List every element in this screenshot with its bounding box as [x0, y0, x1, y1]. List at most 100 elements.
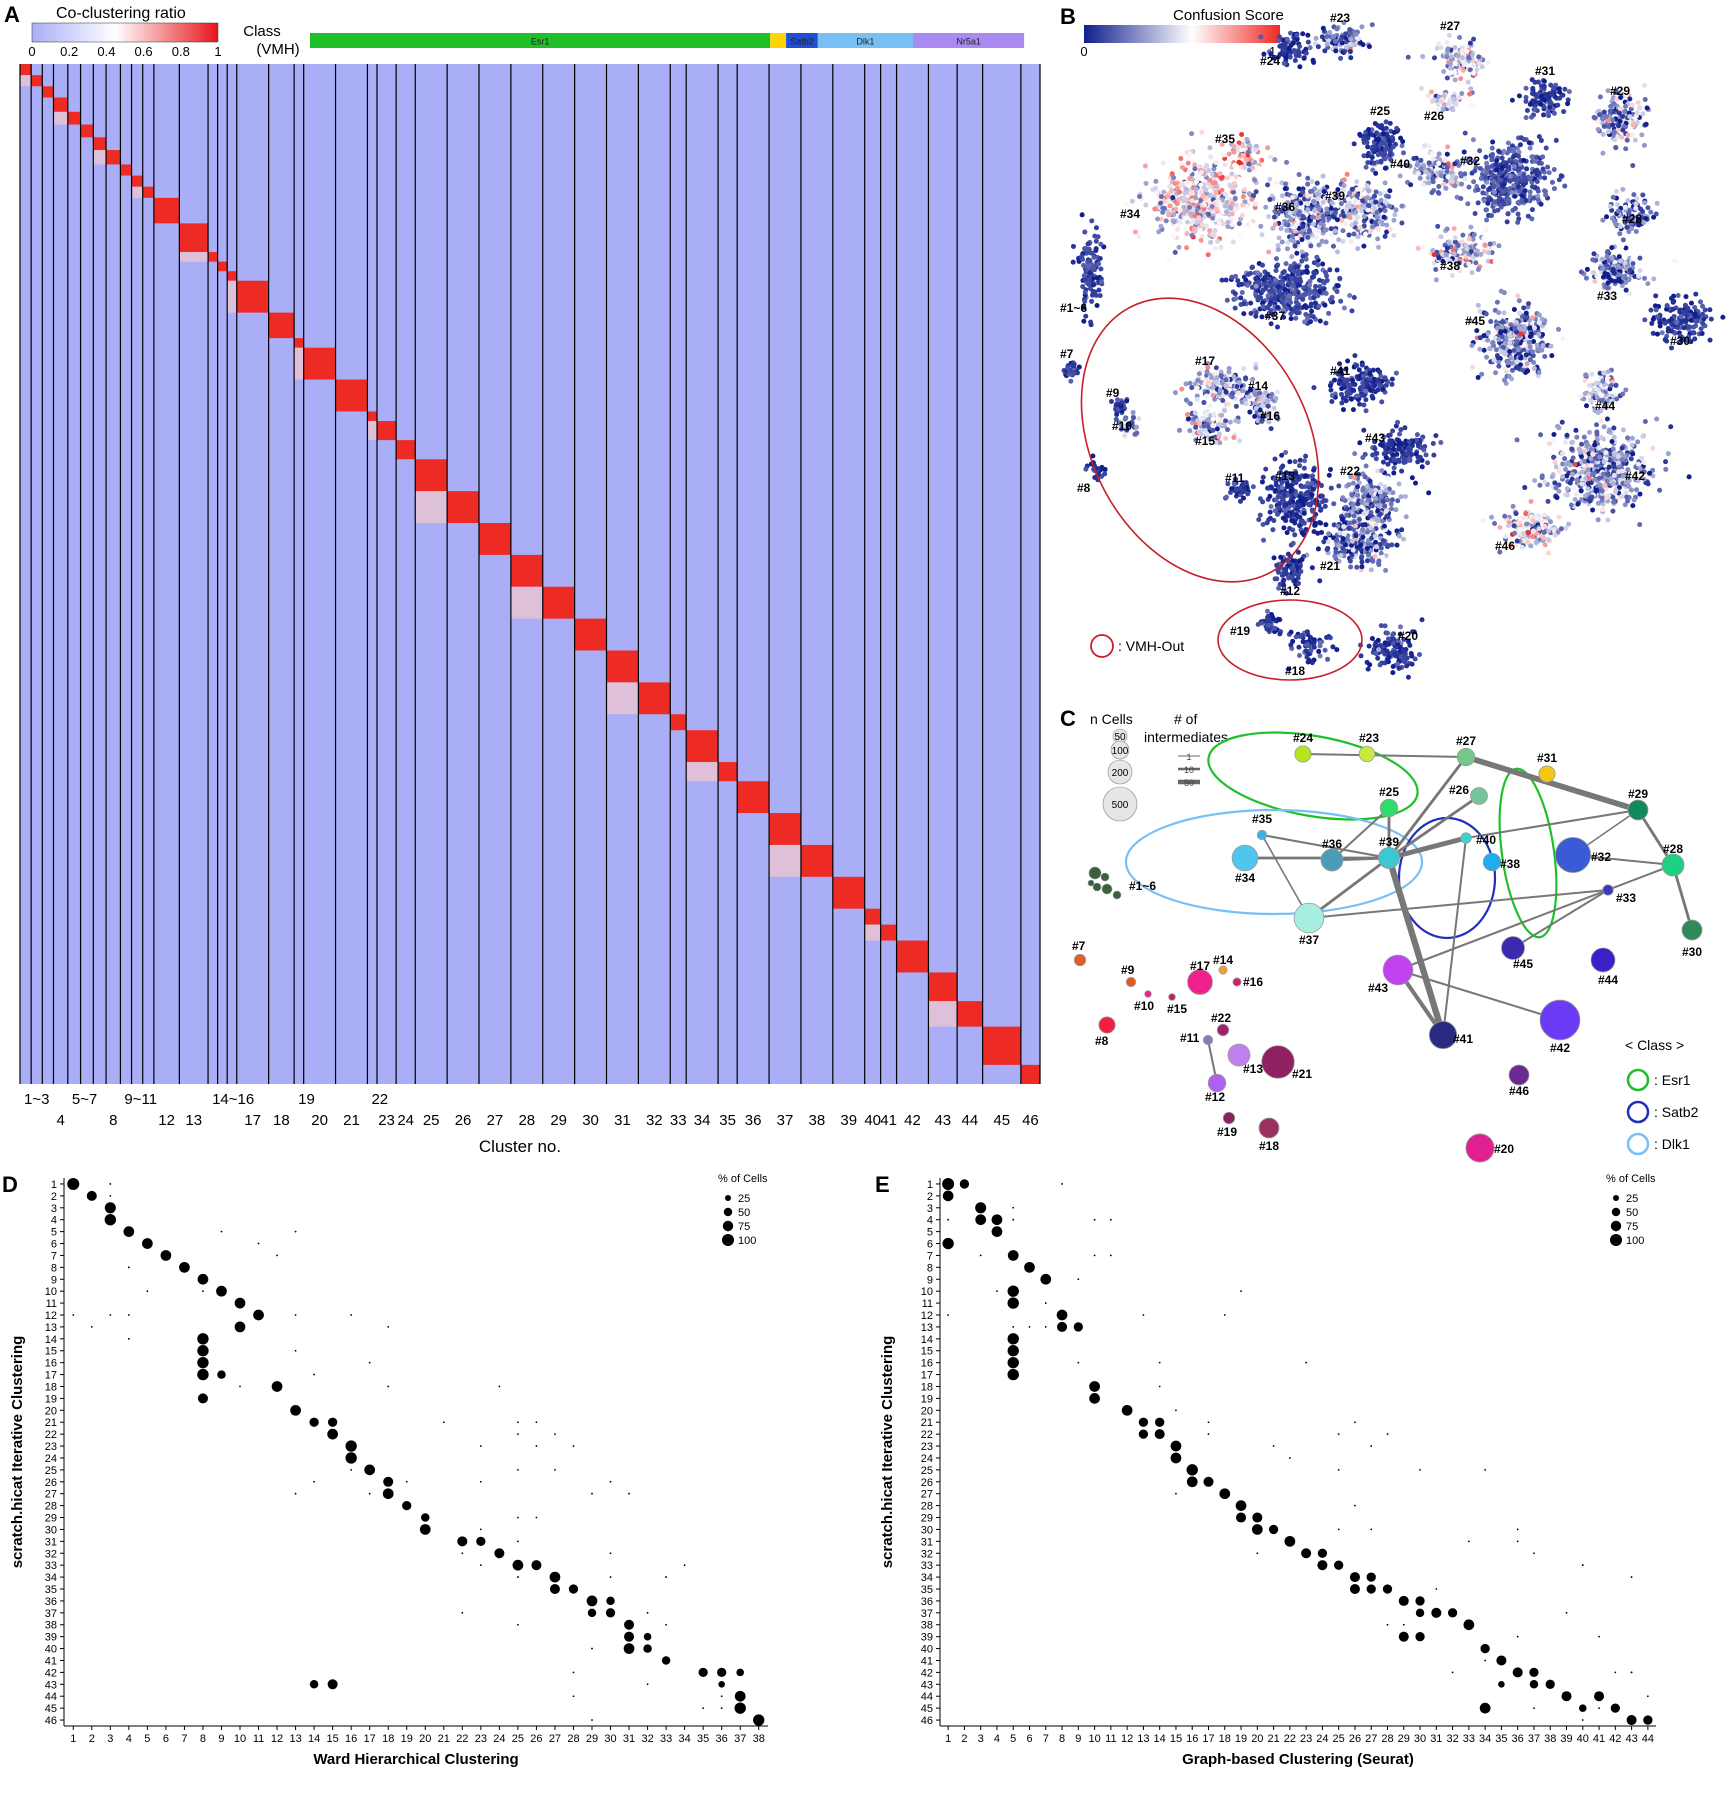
tsne-point [1177, 189, 1183, 195]
heatmap-diagonal-block [67, 111, 81, 125]
tsne-point [1372, 241, 1378, 247]
tsne-point [1299, 484, 1305, 490]
tsne-point [1436, 151, 1442, 157]
tsne-point [1200, 193, 1206, 199]
tsne-point [1506, 196, 1512, 202]
tsne-point [1275, 511, 1281, 517]
tsne-point [1284, 227, 1290, 233]
tsne-point [1236, 438, 1242, 444]
tsne-point [1604, 271, 1610, 277]
tsne-point [1259, 232, 1265, 238]
tsne-point [1626, 210, 1632, 216]
tsne-point [1236, 140, 1242, 146]
tsne-point [1617, 278, 1623, 284]
tsne-point [1357, 373, 1363, 379]
tsne-point [1217, 387, 1223, 393]
tsne-point [1595, 126, 1601, 132]
tsne-point [1592, 278, 1598, 284]
tsne-point [1457, 171, 1463, 177]
tsne-point [1336, 237, 1342, 243]
tsne-point [1670, 306, 1676, 312]
heatmap-bottom-label: 45 [993, 1112, 1010, 1129]
heatmap-top-label: 1~3 [24, 1091, 49, 1108]
tsne-point [1493, 370, 1499, 376]
tsne-point [1477, 148, 1483, 154]
tsne-point [1593, 380, 1599, 386]
tsne-point [1184, 180, 1190, 186]
tsne-point [1527, 145, 1533, 151]
tsne-point [1535, 197, 1541, 203]
tsne-point [1171, 175, 1177, 181]
tsne-point [1296, 294, 1302, 300]
tsne-point [1475, 187, 1481, 193]
tsne-point [1160, 209, 1166, 215]
tsne-point [1081, 273, 1087, 279]
tsne-point [1236, 159, 1242, 165]
tsne-point [1516, 298, 1522, 304]
tsne-point [1511, 306, 1517, 312]
tsne-point [1160, 160, 1166, 166]
tsne-point [1240, 194, 1246, 200]
tsne-point [1258, 223, 1264, 229]
tsne-point [1246, 191, 1252, 197]
tsne-point [1283, 221, 1289, 227]
tsne-point [1536, 160, 1542, 166]
tsne-point [1370, 147, 1376, 153]
tsne-point [1220, 221, 1226, 227]
confusion-colorbar-title: Confusion Score [1173, 7, 1284, 24]
tsne-point [1307, 45, 1313, 51]
tsne-point [1481, 198, 1487, 204]
tsne-point [1423, 452, 1429, 458]
tsne-point [1623, 245, 1629, 251]
tsne-point [1487, 241, 1493, 247]
tsne-point [1203, 393, 1209, 399]
tsne-point [1655, 314, 1661, 320]
tsne-point [1314, 180, 1320, 186]
tsne-point [1092, 474, 1098, 480]
tsne-point [1654, 331, 1660, 337]
tsne-point [1324, 41, 1330, 47]
tsne-point [1337, 361, 1343, 367]
tsne-point [1273, 204, 1279, 210]
tsne-point [1452, 239, 1458, 245]
tsne-point [1225, 175, 1231, 181]
tsne-point [1232, 305, 1238, 311]
tsne-point [1613, 88, 1619, 94]
tsne-point [1286, 202, 1292, 208]
tsne-point [1346, 232, 1352, 238]
tsne-point [1327, 297, 1333, 303]
tsne-point [1232, 207, 1238, 213]
tsne-point [1387, 120, 1393, 126]
tsne-point [1610, 122, 1616, 128]
tsne-point [1633, 205, 1639, 211]
tsne-point [1455, 243, 1461, 249]
tsne-point [1192, 166, 1198, 172]
tsne-point [1239, 289, 1245, 295]
tsne-point [1519, 193, 1525, 199]
tsne-point [1387, 188, 1393, 194]
tsne-point [1340, 187, 1346, 193]
tsne-point [1287, 459, 1293, 465]
tsne-point [1311, 467, 1317, 473]
tsne-point [1181, 204, 1187, 210]
tsne-point [1281, 525, 1287, 531]
tsne-point [1400, 150, 1406, 156]
tsne-point [1702, 307, 1708, 313]
tsne-point [1496, 359, 1502, 365]
tsne-point [1342, 221, 1348, 227]
tsne-point [1636, 273, 1642, 279]
tsne-point [1634, 195, 1640, 201]
tsne-point [1171, 219, 1177, 225]
tsne-point [1361, 213, 1367, 219]
tsne-point [1615, 126, 1621, 132]
tsne-point [1382, 165, 1388, 171]
tsne-point [1183, 381, 1189, 387]
coclustering-colorbar-tick: 0.4 [97, 44, 115, 59]
tsne-point [1293, 512, 1299, 518]
tsne-point [1604, 254, 1610, 260]
tsne-point [1225, 159, 1231, 165]
tsne-point [1343, 366, 1349, 372]
tsne-point [1497, 171, 1503, 177]
tsne-point [1347, 27, 1353, 33]
tsne-point [1479, 371, 1485, 377]
